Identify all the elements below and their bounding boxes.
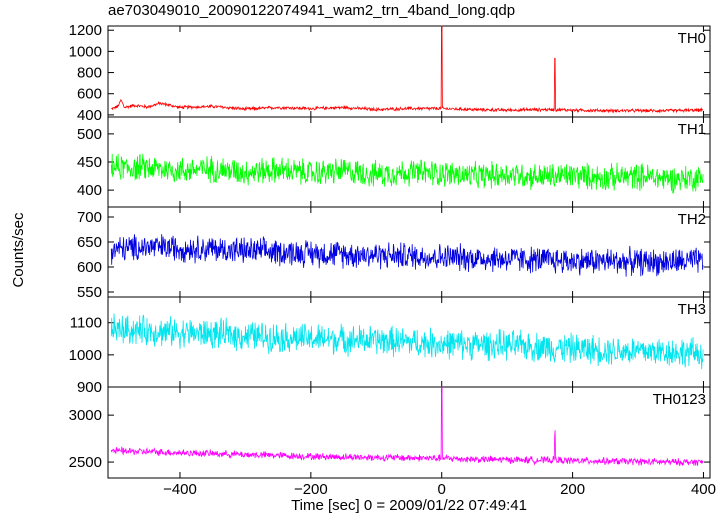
y-tick-label-th3: 1100 [70, 315, 102, 332]
y-tick-label-th1: 500 [77, 126, 102, 143]
y-tick-label-th1: 450 [77, 154, 102, 171]
x-tick-label: 200 [560, 481, 585, 498]
series-line-th1 [110, 153, 704, 194]
panel-label-th0123: TH0123 [653, 391, 706, 408]
y-tick-label-th3: 1000 [69, 347, 102, 364]
panel-label-th2: TH2 [678, 211, 706, 228]
panel-label-th0: TH0 [678, 30, 706, 47]
series-line-th2 [110, 234, 704, 277]
panel-label-th3: TH3 [678, 301, 706, 318]
y-tick-label-th0: 800 [77, 65, 102, 82]
series-line-th0 [111, 25, 704, 114]
y-tick-label-th2: 700 [77, 209, 102, 226]
y-tick-label-th0: 1200 [69, 22, 102, 39]
chart-title: ae703049010_20090122074941_wam2_trn_4ban… [108, 2, 516, 19]
y-tick-label-th0123: 2500 [69, 454, 102, 471]
panel-frame-th0 [107, 25, 711, 118]
y-tick-label-th2: 600 [77, 259, 102, 276]
panel-frame-th0123 [107, 386, 711, 479]
y-tick-label-th2: 650 [77, 234, 102, 251]
y-tick-label-th3: 900 [77, 379, 102, 396]
panel-label-th1: TH1 [678, 121, 706, 138]
x-axis-label: Time [sec] 0 = 2009/01/22 07:49:41 [291, 497, 527, 514]
y-tick-label-th0: 600 [77, 86, 102, 103]
series-line-th0123 [110, 386, 704, 466]
y-tick-label-th2: 550 [77, 284, 102, 301]
series-line-th3 [110, 313, 704, 370]
x-tick-label: −200 [294, 481, 328, 498]
y-tick-label-th0123: 3000 [69, 407, 102, 424]
y-tick-label-th0: 400 [77, 107, 102, 124]
y-tick-label-th1: 400 [77, 182, 102, 199]
y-tick-label-th0: 1000 [69, 43, 102, 60]
panel-frame-th1 [107, 116, 711, 208]
x-tick-label: −400 [163, 481, 197, 498]
x-tick-label: 0 [438, 481, 446, 498]
x-tick-label: 400 [691, 481, 716, 498]
